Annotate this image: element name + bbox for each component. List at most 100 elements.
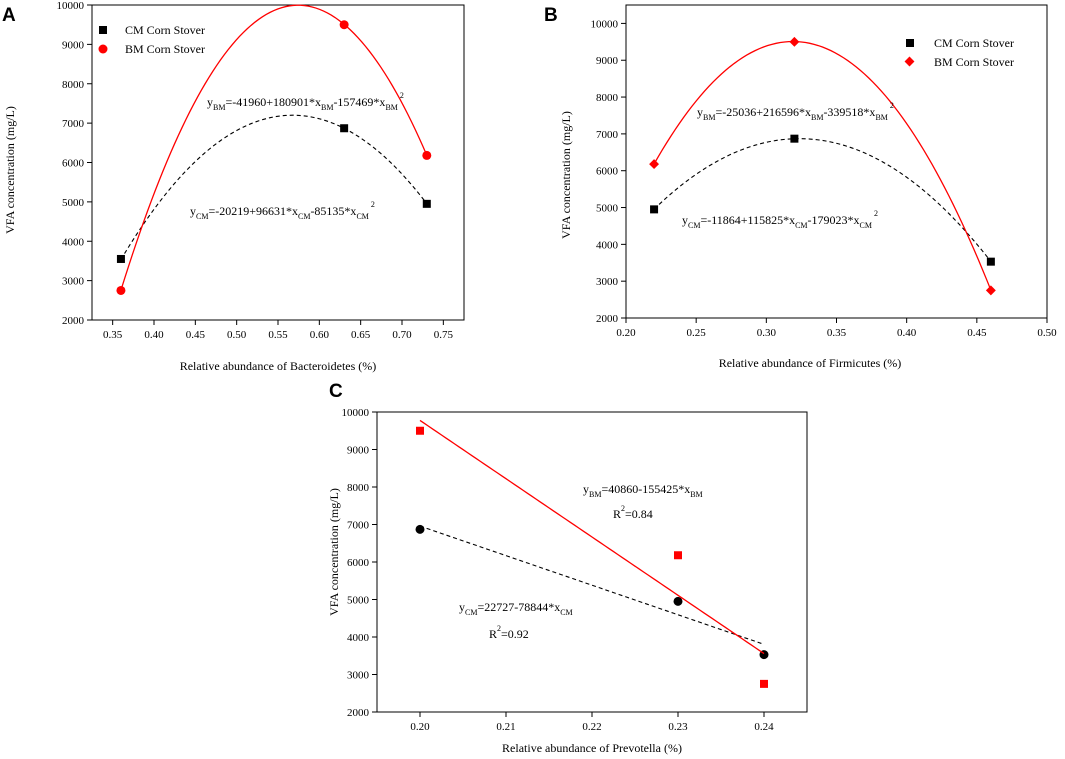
- x-tick-label: 0.35: [827, 327, 847, 339]
- panel-c-x-axis-title: Relative abundance of Prevotella (%): [502, 741, 682, 755]
- y-tick-label: 3000: [596, 276, 619, 288]
- y-tick-label: 9000: [596, 55, 619, 67]
- panel-b-y-axis-title: VFA concentration (mg/L): [559, 111, 573, 239]
- panel-a: A 0.35 0.40 0.45 0.50 0.55 0.60 0.65 0.70 0.75 20…: [2, 0, 465, 373]
- legend-bm-marker: [98, 44, 108, 54]
- legend-bm-marker: [904, 56, 915, 67]
- fit-line-bm: [120, 4, 428, 291]
- y-tick-label: 6000: [596, 166, 619, 178]
- x-tick-label: 0.22: [582, 721, 601, 733]
- x-tick-label: 0.45: [186, 329, 206, 341]
- equation-cm: yCM=-20219+96631*xCM-85135*xCM2: [190, 200, 375, 221]
- equation-bm: yBM=40860-155425*xBM: [583, 482, 703, 499]
- equation-bm: yBM=-25036+216596*xBM-339518*xBM2: [697, 101, 894, 122]
- data-point-bm: [985, 285, 996, 296]
- x-tick-label: 0.75: [434, 329, 454, 341]
- panel-b-legend: CM Corn Stover BM Corn Stover: [904, 36, 1014, 69]
- y-tick-label: 3000: [62, 276, 85, 288]
- y-tick-label: 10000: [342, 407, 370, 419]
- y-tick-label: 8000: [62, 79, 85, 91]
- data-point-bm: [674, 551, 682, 560]
- fit-line-bm: [419, 419, 765, 655]
- legend-cm-marker: [906, 39, 914, 47]
- y-tick-label: 10000: [591, 18, 619, 30]
- data-point-cm: [340, 124, 349, 133]
- panel-b-x-axis-title: Relative abundance of Firmicutes (%): [719, 356, 902, 370]
- data-point-bm: [760, 679, 768, 688]
- x-tick-label: 0.21: [496, 721, 515, 733]
- legend-bm-label: BM Corn Stover: [934, 55, 1014, 69]
- panel-a-plot: 0.35 0.40 0.45 0.50 0.55 0.60 0.65 0.70 0.75 2000…: [57, 0, 465, 341]
- plot-frame: [376, 411, 808, 713]
- panel-a-legend: CM Corn Stover BM Corn Stover: [98, 23, 205, 56]
- y-tick-label: 2000: [596, 313, 619, 325]
- fit-line-cm: [120, 114, 428, 260]
- y-tick-label: 5000: [596, 203, 619, 215]
- r-squared-bm: R2=0.84: [613, 504, 653, 521]
- equation-bm: yBM=-41960+180901*xBM-157469*xBM2: [207, 91, 404, 112]
- x-tick-label: 0.20: [410, 721, 430, 733]
- panel-b-plot: 0.20 0.25 0.30 0.35 0.40 0.45 0.50 2000 3000 4000…: [591, 4, 1057, 339]
- data-point-cm: [116, 254, 125, 263]
- y-tick-label: 5000: [62, 197, 85, 209]
- x-tick-label: 0.30: [757, 327, 777, 339]
- panel-a-y-axis-title: VFA concentration (mg/L): [3, 106, 17, 234]
- data-point-bm: [116, 285, 126, 295]
- data-point-cm: [790, 134, 799, 143]
- fit-line-cm: [653, 138, 992, 262]
- y-tick-label: 6000: [62, 158, 85, 170]
- fit-line-cm: [419, 525, 765, 645]
- data-point-cm: [422, 199, 431, 208]
- y-tick-label: 4000: [62, 236, 85, 248]
- data-point-cm: [650, 205, 659, 214]
- equation-cm: yCM=22727-78844*xCM: [459, 600, 573, 617]
- data-point-cm: [673, 596, 683, 606]
- panel-a-label: A: [2, 5, 16, 26]
- x-tick-label: 0.20: [616, 327, 636, 339]
- panel-a-x-axis-title: Relative abundance of Bacteroidetes (%): [180, 359, 377, 373]
- x-tick-label: 0.25: [687, 327, 707, 339]
- data-point-cm: [986, 257, 995, 266]
- y-tick-label: 7000: [347, 520, 370, 532]
- y-tick-label: 10000: [57, 0, 85, 12]
- y-tick-label: 8000: [347, 482, 370, 494]
- legend-cm-label: CM Corn Stover: [934, 36, 1014, 50]
- y-tick-label: 5000: [347, 595, 370, 607]
- data-point-bm: [339, 20, 349, 30]
- y-tick-label: 7000: [596, 129, 619, 141]
- x-tick-label: 0.70: [392, 329, 412, 341]
- x-tick-label: 0.55: [268, 329, 288, 341]
- plot-frame: [625, 4, 1048, 319]
- y-tick-label: 2000: [347, 707, 370, 719]
- x-tick-label: 0.50: [1037, 327, 1057, 339]
- panel-c-plot: 0.20 0.21 0.22 0.23 0.24 2000 3000 4000 5000 6000…: [342, 407, 808, 733]
- data-point-bm: [422, 150, 432, 160]
- legend-cm-label: CM Corn Stover: [125, 23, 205, 37]
- x-tick-label: 0.40: [144, 329, 164, 341]
- r-squared-cm: R2=0.92: [489, 624, 529, 641]
- equation-cm: yCM=-11864+115825*xCM-179023*xCM2: [682, 209, 878, 230]
- y-tick-label: 7000: [62, 118, 85, 130]
- panel-b-label: B: [544, 5, 558, 26]
- data-point-bm: [649, 159, 660, 170]
- panel-c-label: C: [329, 381, 343, 402]
- x-tick-label: 0.45: [967, 327, 987, 339]
- data-point-bm: [789, 36, 800, 47]
- legend-cm-marker: [99, 26, 107, 34]
- data-point-bm: [416, 426, 424, 435]
- x-tick-label: 0.50: [227, 329, 247, 341]
- y-tick-label: 9000: [62, 39, 85, 51]
- y-tick-label: 4000: [596, 239, 619, 251]
- x-tick-label: 0.40: [897, 327, 917, 339]
- y-tick-label: 2000: [62, 315, 85, 327]
- y-tick-label: 9000: [347, 445, 370, 457]
- y-tick-label: 3000: [347, 670, 370, 682]
- x-tick-label: 0.35: [103, 329, 123, 341]
- data-point-cm: [415, 524, 425, 534]
- legend-bm-label: BM Corn Stover: [125, 42, 205, 56]
- fit-line-bm: [653, 40, 992, 291]
- panel-b: B 0.20 0.25 0.30 0.35 0.40 0.45 0.50 2000 3000 40…: [544, 4, 1057, 370]
- panel-c: C 0.20 0.21 0.22 0.23 0.24 2000 3000 4000 5000 60…: [327, 381, 808, 755]
- panel-c-y-axis-title: VFA concentration (mg/L): [327, 488, 341, 616]
